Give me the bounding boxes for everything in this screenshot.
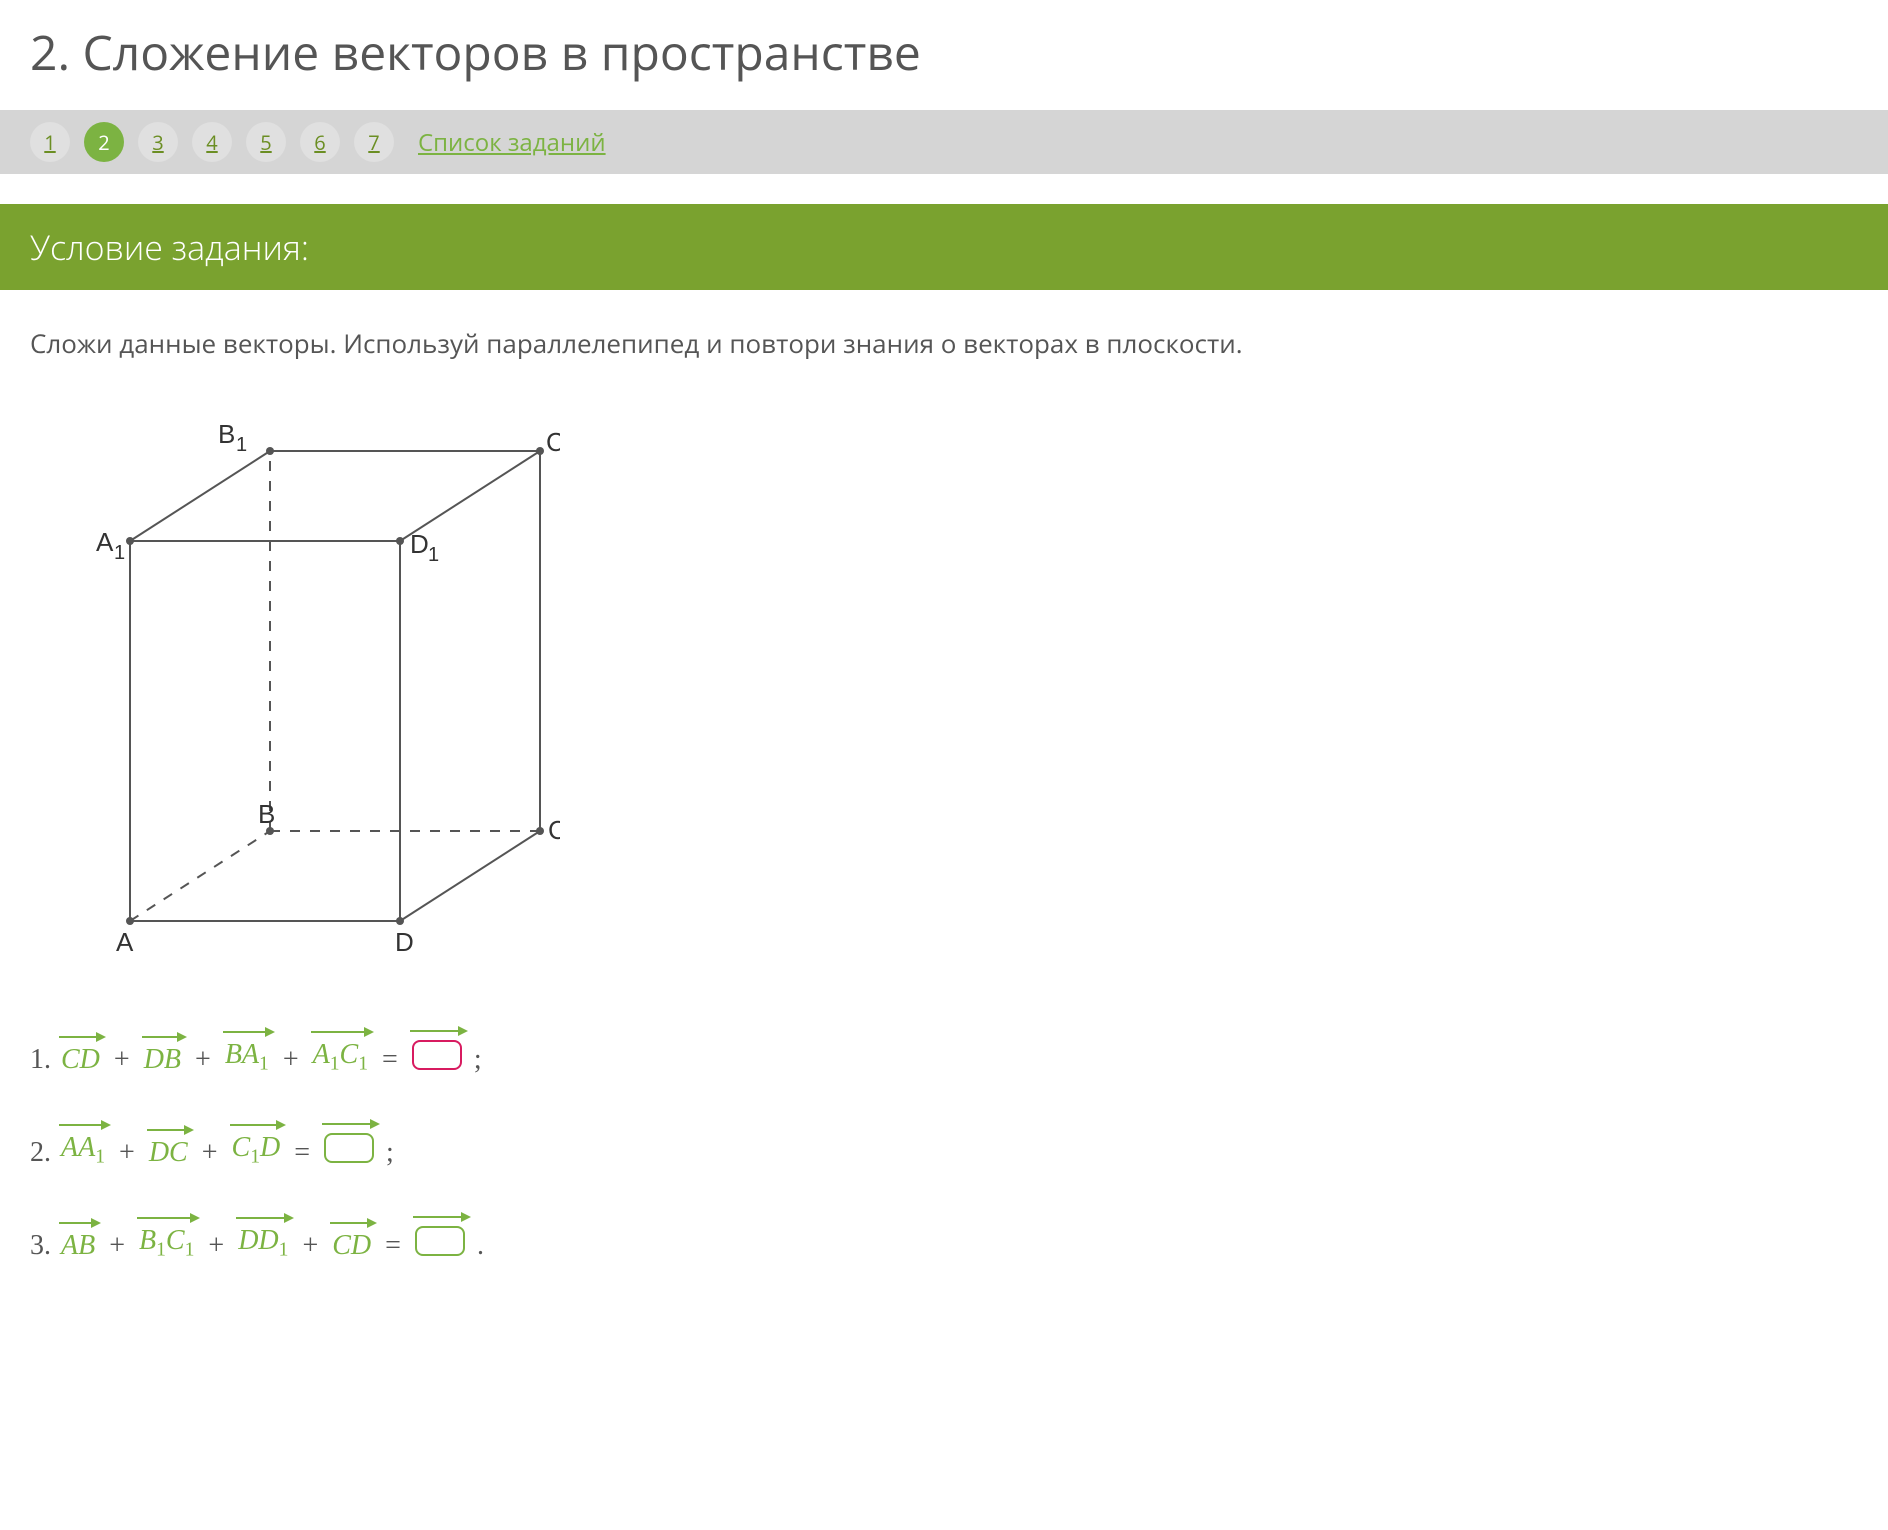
- plus-operator: +: [200, 1232, 232, 1260]
- nav-pill-7[interactable]: 7: [354, 122, 394, 162]
- answer-input[interactable]: [412, 1040, 462, 1070]
- question-number: 2.: [30, 1139, 51, 1167]
- question-row: 2.AA1+DC+C1D=;: [30, 1119, 1858, 1167]
- vector-A₁C₁: A1C1: [313, 1027, 368, 1074]
- vector-AB: AB: [61, 1218, 95, 1260]
- answer-input[interactable]: [415, 1226, 465, 1256]
- punctuation: ;: [474, 1046, 482, 1074]
- svg-text:1: 1: [236, 434, 247, 456]
- svg-text:1: 1: [428, 544, 439, 566]
- vector-AA₁: AA1: [61, 1120, 105, 1167]
- punctuation: ;: [386, 1139, 394, 1167]
- svg-text:A: A: [96, 527, 114, 557]
- instruction-text: Сложи данные векторы. Используй параллел…: [30, 325, 1858, 361]
- vector-DB: DB: [144, 1032, 181, 1074]
- nav-pill-5[interactable]: 5: [246, 122, 286, 162]
- task-list-link[interactable]: Список заданий: [418, 126, 606, 159]
- task-nav: 1234567 Список заданий: [0, 110, 1888, 174]
- plus-operator: +: [194, 1139, 226, 1167]
- question-row: 3.AB+B1C1+DD1+CD=.: [30, 1212, 1858, 1260]
- plus-operator: +: [275, 1046, 307, 1074]
- svg-text:A: A: [116, 927, 134, 957]
- punctuation: .: [477, 1232, 484, 1260]
- answer-vector-arrow: [324, 1119, 374, 1167]
- answer-vector-arrow: [415, 1212, 465, 1260]
- plus-operator: +: [187, 1046, 219, 1074]
- equals-operator: =: [377, 1232, 409, 1260]
- question-row: 1.CD+DB+BA1+A1C1=;: [30, 1026, 1858, 1074]
- answer-vector-arrow: [412, 1026, 462, 1074]
- section-header: Условие задания:: [0, 204, 1888, 290]
- questions-list: 1.CD+DB+BA1+A1C1=;2.AA1+DC+C1D=;3.AB+B1C…: [30, 1026, 1858, 1260]
- vector-DC: DC: [149, 1125, 188, 1167]
- question-number: 3.: [30, 1232, 51, 1260]
- svg-text:C: C: [548, 815, 560, 845]
- nav-pill-1[interactable]: 1: [30, 122, 70, 162]
- vector-CD: CD: [61, 1032, 100, 1074]
- parallelepiped-diagram: ADBCA1D1B1C1: [40, 391, 1858, 986]
- nav-pill-2[interactable]: 2: [84, 122, 124, 162]
- vector-DD₁: DD1: [238, 1213, 288, 1260]
- equals-operator: =: [286, 1139, 318, 1167]
- svg-text:D: D: [410, 529, 429, 559]
- vector-B₁C₁: B1C1: [139, 1213, 194, 1260]
- svg-text:C: C: [546, 427, 560, 457]
- page-title: 2. Сложение векторов в пространстве: [0, 0, 1888, 110]
- vector-BA₁: BA1: [225, 1027, 269, 1074]
- svg-text:B: B: [258, 799, 275, 829]
- plus-operator: +: [111, 1139, 143, 1167]
- vector-C₁D: C1D: [232, 1120, 281, 1167]
- svg-text:D: D: [395, 927, 414, 957]
- plus-operator: +: [294, 1232, 326, 1260]
- nav-pill-6[interactable]: 6: [300, 122, 340, 162]
- plus-operator: +: [106, 1046, 138, 1074]
- answer-input[interactable]: [324, 1133, 374, 1163]
- svg-text:B: B: [218, 419, 235, 449]
- nav-pill-4[interactable]: 4: [192, 122, 232, 162]
- equals-operator: =: [374, 1046, 406, 1074]
- question-number: 1.: [30, 1046, 51, 1074]
- nav-pill-3[interactable]: 3: [138, 122, 178, 162]
- plus-operator: +: [101, 1232, 133, 1260]
- content: Сложи данные векторы. Используй параллел…: [0, 290, 1888, 1340]
- svg-text:1: 1: [114, 542, 125, 564]
- vector-CD: CD: [332, 1218, 371, 1260]
